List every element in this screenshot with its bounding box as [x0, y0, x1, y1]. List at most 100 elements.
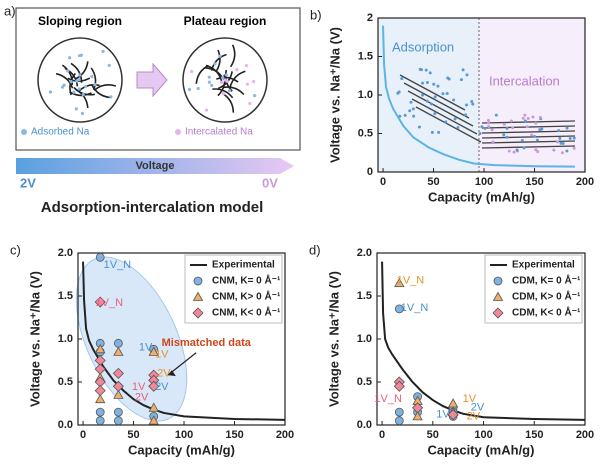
na-dot	[572, 146, 576, 150]
y-tick-label: 1.5	[358, 50, 373, 62]
na-dot	[523, 119, 527, 123]
point	[412, 402, 424, 414]
na-dot	[75, 79, 79, 83]
na-dot	[494, 113, 498, 117]
scale-start: 2V	[20, 175, 36, 190]
na-dot	[515, 148, 519, 152]
point	[94, 363, 106, 375]
y-axis-label: Voltage vs. Na⁺/Na (V)	[27, 271, 42, 407]
na-dot	[245, 82, 250, 86]
annotation: 1V	[155, 348, 169, 360]
legend-marker	[192, 307, 204, 319]
legend-text: CDM, K< 0 Å⁻¹	[512, 306, 581, 319]
point	[112, 367, 124, 379]
na-dot	[93, 83, 97, 87]
na-dot	[213, 62, 217, 66]
point	[94, 296, 106, 308]
layer	[415, 106, 482, 143]
na-dot	[557, 129, 561, 133]
na-dot	[77, 78, 81, 82]
annotation: 2V	[467, 410, 481, 422]
na-dot	[572, 136, 576, 140]
y-tick-label: 0.0	[58, 419, 73, 431]
point	[95, 416, 105, 426]
carbon-layer	[91, 85, 112, 99]
legend-text: CNM, K= 0 Å⁻¹	[212, 274, 281, 287]
na-dot	[400, 77, 404, 81]
na-dot	[540, 127, 544, 131]
legend-text: Intercalated Na	[185, 127, 253, 138]
carbon-layers	[55, 44, 246, 113]
annotation: 1V_N	[374, 393, 402, 405]
annotation: Mismatched data	[162, 337, 252, 349]
carbon-layer	[210, 53, 227, 71]
na-dot	[470, 99, 474, 103]
layer	[481, 120, 576, 124]
na-dot	[225, 79, 229, 83]
na-dot	[253, 93, 257, 98]
panel-label: d)	[309, 242, 321, 257]
na-dot	[483, 126, 487, 130]
x-tick-label: 200	[576, 429, 594, 441]
carbon-layer	[222, 86, 245, 96]
x-tick-label: 0	[80, 429, 86, 441]
na-dot	[403, 113, 407, 117]
point	[148, 415, 159, 425]
point	[113, 346, 124, 356]
na-dot	[512, 150, 516, 154]
panel-label: c)	[10, 242, 21, 257]
na-dot	[421, 93, 425, 97]
na-dot	[535, 138, 539, 142]
point	[94, 385, 106, 397]
na-dot	[437, 130, 441, 134]
annotation: 1V	[436, 409, 450, 421]
na-dot	[235, 67, 239, 72]
x-tick-label: 150	[525, 176, 543, 188]
region-label: Intercalation	[489, 73, 560, 88]
carbon-layer	[70, 62, 83, 83]
na-dot	[101, 49, 105, 53]
na-dot	[196, 86, 200, 91]
na-dot	[444, 120, 448, 124]
point	[113, 338, 123, 348]
na-dot	[68, 56, 72, 60]
na-dot	[433, 112, 437, 116]
x-axis-label: Capacity (mAh/g)	[428, 442, 535, 457]
na-dot	[425, 81, 429, 85]
carbon-layer	[195, 64, 209, 84]
na-dot	[78, 73, 82, 77]
na-dot	[565, 126, 569, 130]
na-dot	[453, 117, 457, 121]
na-dot	[452, 98, 456, 102]
region	[478, 18, 585, 172]
point	[112, 380, 124, 392]
y-tick-label: 1.5	[357, 290, 372, 302]
na-dot	[412, 114, 416, 118]
y-tick-label: 0.0	[357, 419, 372, 431]
na-dot	[72, 90, 76, 94]
y-axis-label: Voltage vs. Na⁺/Na (V)	[326, 271, 341, 407]
na-dot	[445, 91, 449, 95]
y-tick-label: 0	[367, 166, 373, 178]
na-dot	[505, 126, 509, 130]
annotation: 2V	[157, 367, 171, 379]
curve	[82, 261, 286, 421]
na-dot	[568, 137, 572, 141]
na-dot	[396, 91, 400, 95]
legend-marker	[493, 276, 503, 286]
x-tick-label: 0	[380, 176, 386, 188]
layer	[407, 90, 474, 127]
na-dot	[77, 87, 81, 91]
legend-text: Adsorbed Na	[31, 127, 90, 138]
legend-text: CDM, K> 0 Å⁻¹	[512, 290, 581, 303]
legend-text: CDM, K= 0 Å⁻¹	[512, 274, 581, 287]
na-dot	[521, 116, 525, 120]
na-dot	[190, 69, 194, 74]
na-dot	[441, 92, 445, 96]
carbon-layer	[230, 44, 236, 68]
carbon-layer	[55, 72, 74, 89]
na-dot	[409, 100, 413, 104]
x-tick-label: 200	[576, 176, 594, 188]
na-dot	[511, 126, 515, 130]
na-dot	[491, 140, 495, 144]
